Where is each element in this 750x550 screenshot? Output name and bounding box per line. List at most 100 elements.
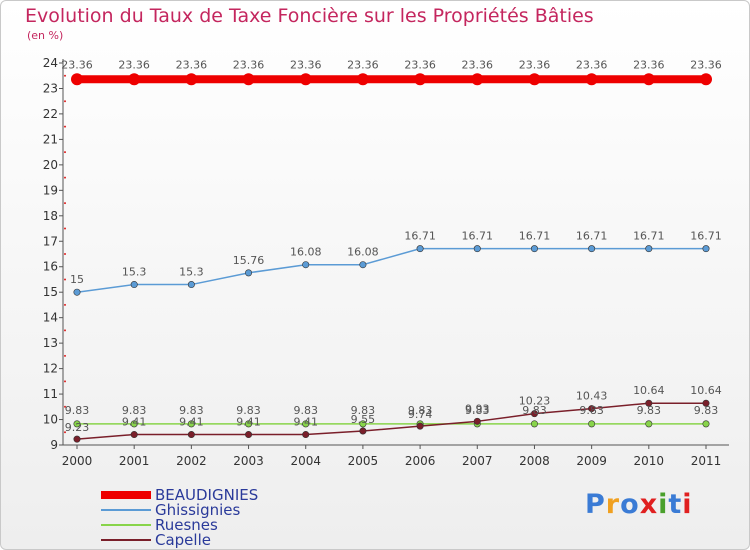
logo-letter: P [585, 489, 606, 520]
y-minor-tick [64, 100, 66, 103]
data-label: 9.74 [408, 408, 433, 421]
data-point [128, 73, 141, 86]
data-point [299, 73, 312, 86]
y-tick-label: 10 [43, 413, 58, 427]
data-point [642, 73, 655, 86]
data-point [645, 245, 653, 253]
x-tick-label: 2003 [233, 454, 264, 468]
data-label: 16.71 [519, 230, 551, 243]
x-tick-label: 2008 [519, 454, 550, 468]
data-point [71, 73, 83, 86]
data-label: 16.71 [462, 230, 494, 243]
data-label: 23.36 [347, 58, 379, 71]
data-label: 9.83 [579, 404, 604, 417]
data-point [530, 410, 538, 418]
data-point [359, 427, 367, 435]
y-tick-label: 16 [43, 260, 58, 274]
x-tick-label: 2001 [119, 454, 150, 468]
legend-swatch [101, 524, 151, 526]
data-label: 10.43 [576, 390, 608, 403]
data-point [645, 420, 653, 428]
y-tick-label: 11 [43, 387, 58, 401]
data-label: 9.83 [465, 404, 490, 417]
logo-letter: x [639, 489, 659, 520]
x-tick-label: 2009 [576, 454, 607, 468]
y-tick-label: 17 [43, 234, 58, 248]
y-tick-label: 14 [43, 311, 58, 325]
x-tick-label: 2002 [176, 454, 207, 468]
data-point [130, 431, 138, 439]
y-minor-tick [64, 125, 66, 128]
x-tick-label: 2011 [691, 454, 722, 468]
data-point [185, 73, 198, 86]
data-point [245, 269, 253, 277]
legend-swatch [101, 491, 151, 499]
data-point [187, 281, 195, 289]
data-label: 9.83 [65, 404, 90, 417]
data-point [645, 399, 653, 407]
legend-label: Ghissignies [155, 501, 241, 519]
data-point [302, 420, 310, 428]
data-label: 9.83 [122, 404, 147, 417]
data-point [130, 420, 138, 428]
data-label: 9.41 [293, 416, 318, 429]
data-label: 15.3 [122, 266, 147, 279]
data-label: 9.23 [65, 421, 90, 434]
data-label: 9.83 [694, 404, 719, 417]
data-label: 10.64 [633, 384, 665, 397]
data-point [302, 261, 310, 269]
y-minor-tick [64, 253, 66, 255]
y-tick-label: 19 [43, 183, 58, 197]
data-point [530, 245, 538, 253]
data-label: 10.64 [690, 384, 722, 397]
data-label: 16.71 [633, 230, 665, 243]
data-label: 23.36 [233, 58, 265, 71]
data-point [473, 417, 481, 425]
data-point [588, 245, 596, 253]
data-label: 23.36 [176, 58, 208, 71]
data-point [302, 431, 310, 439]
x-tick-label: 2005 [348, 454, 379, 468]
y-minor-tick [64, 380, 66, 383]
y-minor-tick [64, 354, 66, 357]
y-tick-label: 24 [43, 56, 58, 70]
y-minor-tick [64, 405, 66, 408]
data-label: 23.36 [61, 58, 93, 71]
y-minor-tick [64, 74, 66, 77]
y-minor-tick [64, 303, 66, 306]
data-point [245, 431, 253, 439]
y-minor-tick [64, 431, 66, 434]
legend-swatch [101, 539, 151, 541]
data-point [473, 245, 481, 253]
data-label: 23.36 [576, 58, 608, 71]
data-point [528, 73, 541, 86]
data-label: 23.36 [519, 58, 551, 71]
data-point [471, 73, 484, 86]
data-label: 9.41 [236, 416, 261, 429]
y-minor-tick [64, 227, 66, 230]
data-label: 15.76 [233, 254, 265, 267]
legend-swatch [101, 509, 151, 511]
x-tick-label: 2004 [290, 454, 321, 468]
data-point [73, 435, 81, 443]
data-label: 16.71 [576, 230, 608, 243]
data-label: 9.83 [408, 404, 433, 417]
data-label: 23.36 [462, 58, 494, 71]
data-label: 16.08 [290, 246, 322, 259]
data-point [700, 73, 712, 86]
data-label: 23.36 [290, 58, 322, 71]
legend-label: Ruesnes [155, 516, 218, 534]
data-label: 9.55 [351, 413, 376, 426]
y-tick-label: 9 [50, 438, 58, 452]
data-point [702, 399, 710, 407]
data-point [359, 261, 367, 269]
data-label: 9.83 [351, 404, 376, 417]
data-point [588, 405, 596, 413]
x-tick-label: 2007 [462, 454, 493, 468]
data-label: 16.08 [347, 246, 379, 259]
y-minor-tick [64, 329, 66, 332]
y-tick-label: 20 [43, 158, 58, 172]
logo-letter: t [668, 489, 683, 520]
